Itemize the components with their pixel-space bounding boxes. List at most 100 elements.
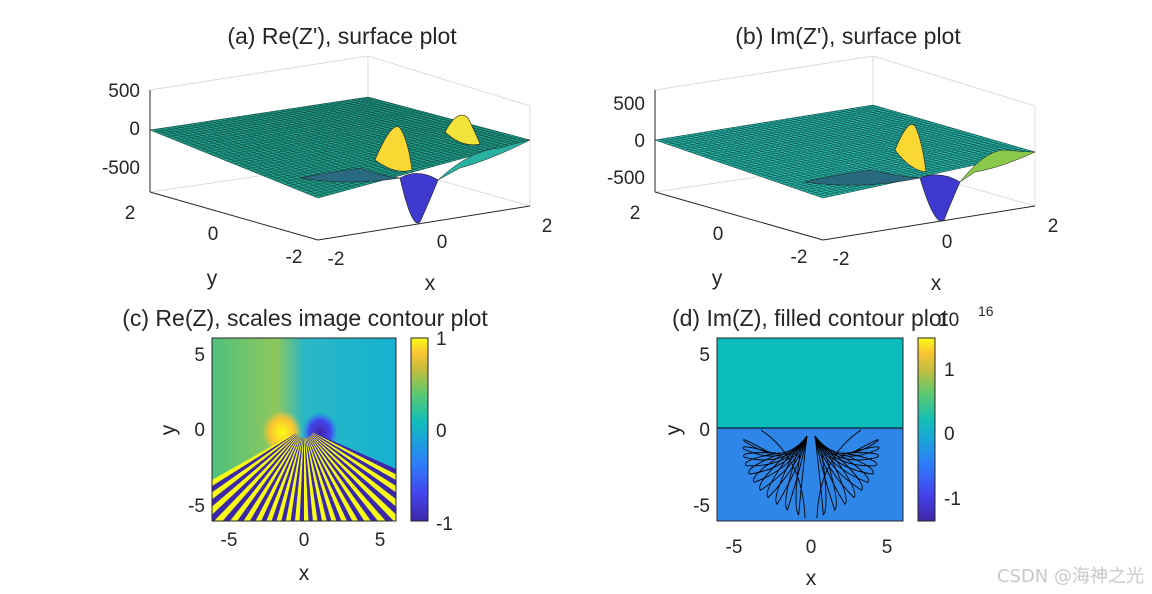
surface-mesh-line [346,100,509,146]
contour-line [743,435,808,454]
panel-a-xticklabel: 0 [437,232,448,253]
panel-d: (d) Im(Z), filled contour plot 5 0 -5 y … [662,303,994,590]
surface-mesh-line [768,136,983,180]
panel-b-y-axis: 2 0 -2 y [630,191,824,290]
stripe-yellow [312,432,396,481]
panel-a-peak-high [374,126,413,172]
surface-mesh-line [238,119,454,166]
surface-mesh-line [246,121,462,170]
panel-d-colorbar: 1 0 -1 10 16 [917,303,994,522]
panel-a-zticklabel: 0 [129,119,140,140]
surface-mesh-line [291,108,456,161]
panel-b-trough [919,174,961,222]
surface-mesh-line [747,130,963,173]
stripe-indigo [299,437,304,521]
contour-line [814,435,880,457]
panel-d-y-axis: 5 0 -5 y [662,345,710,517]
surface-mesh-line [307,105,472,157]
panel-b-z-axis: 500 0 -500 [607,90,656,192]
panel-c-ylabel: y [157,424,180,435]
panel-d-yticklabel: 0 [699,420,710,441]
contour-line [785,435,808,511]
panel-c: (c) Re(Z), scales image contour plot 5 0… [122,305,488,585]
surface-mesh-line [286,109,451,162]
panel-c-image [212,338,396,521]
stripe-indigo [311,434,396,515]
stripe-yellow [311,434,396,507]
stripe-yellow [212,434,297,515]
panel-d-xlabel: x [806,567,817,590]
surface-mesh-line [233,118,450,165]
panel-c-y-axis: 5 0 -5 y [157,345,205,517]
stripe-yellow [310,435,386,521]
stripe-indigo [281,437,303,521]
panel-d-xticklabel: 5 [882,537,893,558]
surface-mesh-line [759,134,975,177]
panel-b-ylabel: y [712,267,723,290]
panel-b-xticklabel: -2 [833,249,850,270]
panel-b-zticklabel: 500 [613,94,645,115]
panel-a-ylabel: y [207,267,218,290]
panel-a-yticklabel: 2 [125,203,136,224]
stripe-yellow [276,437,302,521]
surface-mesh-line [856,107,1020,156]
stripe-yellow [243,436,299,521]
stripe-indigo [237,436,299,521]
panel-b-ridge [959,149,1036,183]
stripe-yellow [212,433,297,500]
surface-mesh-line [242,120,458,168]
surface-mesh-line [812,114,977,165]
panel-b: (b) Im(Z'), surface plot 500 0 -500 2 0 … [607,23,1058,295]
surface-mesh-line [313,138,527,197]
stripe-yellow [305,437,327,521]
panel-a-xticklabel: 2 [542,216,553,237]
stripe-yellow [309,436,372,521]
panel-b-zticklabel: 0 [634,131,645,152]
surface-mesh-line [751,131,967,174]
panel-c-colorbar-ticklabel: -1 [436,514,453,535]
surface-mesh-line [362,97,525,142]
stripe-indigo [309,436,365,521]
stripe-yellow [295,437,304,521]
panel-c-colorbar-ticklabel: 0 [436,421,447,442]
panel-d-x-axis: -5 0 5 x [726,537,893,590]
stripe-indigo [309,435,378,521]
contour-line [814,435,879,461]
surface-mesh-line [302,106,467,158]
surface-mesh-line [764,135,979,178]
surface-mesh-line [862,106,1025,155]
panel-d-yticklabel: -5 [693,496,710,517]
panel-d-yticklabel: 5 [699,345,710,366]
panel-a-title: (a) Re(Z'), surface plot [227,23,457,49]
stripe-indigo [271,437,302,521]
contour-line [814,435,837,511]
panel-c-yticklabel: 5 [194,345,205,366]
panel-d-colorbar-exponent: 16 [978,303,994,319]
contour-line [814,435,869,483]
stripe-indigo [249,436,300,521]
surface-mesh-line [263,125,478,177]
contour-line [814,435,863,491]
panel-b-zticklabel: -500 [607,168,645,189]
panel-c-x-axis: -5 0 5 x [221,530,386,585]
stripe-indigo [212,434,297,507]
surface-mesh-line [785,141,999,186]
panel-a-yticklabel: -2 [286,247,303,268]
stripe-indigo [212,433,296,493]
stripe-indigo [305,437,323,521]
stripe-yellow [312,433,396,493]
stripe-yellow [304,437,318,521]
contour-line [748,435,808,475]
surface-mesh-line [780,140,995,184]
surface-mesh-line [254,123,470,173]
stripe-yellow [310,434,396,521]
stripe-yellow [214,435,298,521]
panel-d-contours [742,429,880,519]
panel-a-y-axis: 2 0 -2 y [125,191,319,290]
contour-line [814,435,879,454]
surface-mesh-line [772,137,987,181]
surface-mesh-line [259,124,474,175]
stripe-yellow [304,437,309,521]
surface-mesh-line [802,116,967,168]
